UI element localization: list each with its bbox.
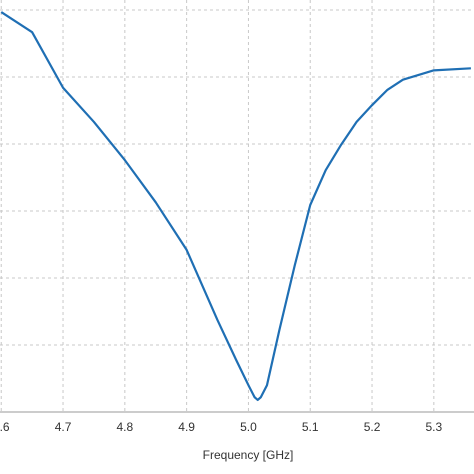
x-tick-label: 4.9 bbox=[178, 420, 195, 434]
x-tick-label: 4.6 bbox=[0, 420, 10, 434]
x-tick-label: 5.1 bbox=[302, 420, 319, 434]
x-tick-label: 4.8 bbox=[116, 420, 133, 434]
x-tick-label: 5.0 bbox=[240, 420, 257, 434]
x-tick-label: 5.2 bbox=[364, 420, 381, 434]
x-axis-label: Frequency [GHz] bbox=[203, 448, 294, 462]
x-tick-label: 4.7 bbox=[55, 420, 72, 434]
x-tick-label: 5.3 bbox=[425, 420, 442, 434]
data-line bbox=[0, 11, 471, 402]
